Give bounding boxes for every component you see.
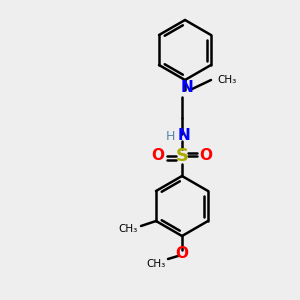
Text: N: N <box>178 128 190 143</box>
Text: O: O <box>176 247 188 262</box>
Text: O: O <box>152 148 164 164</box>
Text: S: S <box>176 147 188 165</box>
Text: CH₃: CH₃ <box>146 259 166 269</box>
Text: CH₃: CH₃ <box>217 75 236 85</box>
Text: N: N <box>181 80 194 95</box>
Text: O: O <box>200 148 212 164</box>
Text: H: H <box>165 130 175 142</box>
Text: CH₃: CH₃ <box>118 224 138 234</box>
